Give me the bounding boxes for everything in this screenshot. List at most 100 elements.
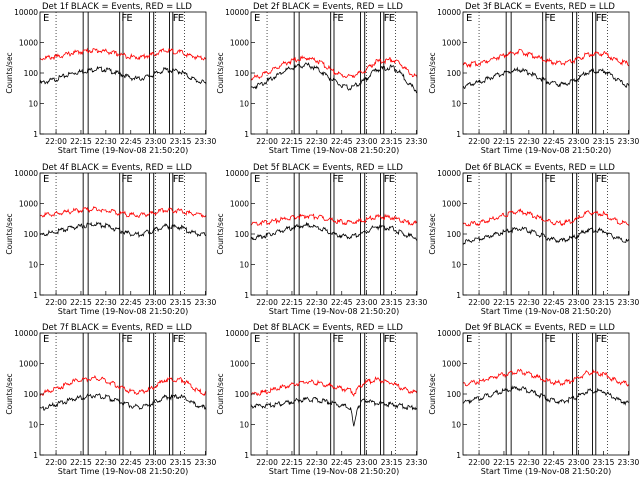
flag-label: E	[126, 174, 132, 185]
y-tick-label: 1000	[230, 200, 249, 209]
x-tick-label: 23:00	[356, 137, 378, 146]
x-tick-label: 23:00	[145, 298, 167, 307]
flag-label: E	[178, 13, 184, 24]
x-tick-label: 23:15	[381, 298, 403, 307]
x-tick-label: 22:45	[120, 458, 142, 467]
flag-label: F	[596, 174, 602, 185]
flag-label: E	[601, 334, 607, 345]
x-tick-label: 22:00	[45, 298, 67, 307]
x-tick-label: 23:15	[381, 458, 403, 467]
panel-title: Det 2f BLACK = Events, RED = LLD	[253, 2, 403, 12]
flag-label: F	[596, 334, 602, 345]
x-axis-label: Start Time (19-Nov-08 21:50:20)	[58, 467, 188, 476]
y-tick-label: 10	[451, 100, 461, 109]
x-tick-label: 23:15	[381, 137, 403, 146]
lld-series-line	[39, 47, 207, 61]
x-axis-label: Start Time (19-Nov-08 21:50:20)	[58, 146, 188, 155]
x-tick-label: 22:00	[256, 137, 278, 146]
panel-title: Det 9f BLACK = Events, RED = LLD	[465, 323, 615, 333]
x-tick-label: 22:30	[518, 458, 540, 467]
lld-series-line	[39, 206, 207, 219]
y-tick-label: 10	[451, 261, 461, 270]
y-tick-label: 1000	[19, 200, 38, 209]
x-tick-label: 22:30	[306, 458, 328, 467]
events-series-line	[39, 392, 207, 411]
lld-series-line	[462, 368, 630, 387]
y-axis-label: Counts/sec	[5, 52, 14, 93]
flag-label: E	[389, 13, 395, 24]
y-axis-label: Counts/sec	[428, 213, 437, 254]
flag-label: E	[549, 13, 555, 24]
y-tick-label: 1	[244, 291, 249, 300]
y-tick-label: 1	[456, 451, 461, 460]
x-tick-label: 23:30	[406, 458, 428, 467]
x-tick-label: 23:15	[593, 137, 615, 146]
y-tick-label: 100	[235, 230, 250, 239]
flag-label: E	[43, 174, 49, 185]
y-tick-label: 100	[24, 69, 39, 78]
x-tick-label: 23:30	[195, 298, 217, 307]
x-tick-label: 23:00	[568, 137, 590, 146]
events-series-line	[39, 221, 207, 239]
flag-label: F	[384, 13, 390, 24]
flag-label: F	[332, 174, 338, 185]
lld-series-line	[250, 54, 418, 82]
flag-label: E	[466, 334, 472, 345]
x-tick-label: 22:00	[468, 137, 490, 146]
flag-label: E	[466, 174, 472, 185]
y-tick-label: 1	[33, 451, 38, 460]
x-tick-label: 22:45	[331, 458, 353, 467]
y-axis-label: Counts/sec	[5, 213, 14, 254]
lld-series-line	[39, 375, 207, 397]
y-tick-label: 10000	[225, 8, 249, 17]
y-tick-label: 100	[447, 390, 462, 399]
panel-title: Det 5f BLACK = Events, RED = LLD	[253, 163, 403, 173]
panel-title: Det 3f BLACK = Events, RED = LLD	[465, 2, 615, 12]
flag-label: E	[601, 174, 607, 185]
y-tick-label: 10	[239, 261, 249, 270]
lld-series-line	[250, 376, 418, 397]
flag-label: F	[173, 174, 179, 185]
y-tick-label: 10000	[437, 8, 461, 17]
flag-label: E	[254, 174, 260, 185]
flag-label: F	[384, 334, 390, 345]
y-tick-label: 10000	[14, 169, 38, 178]
y-tick-label: 10	[451, 421, 461, 430]
events-series-line	[250, 221, 417, 241]
x-tick-label: 23:15	[593, 458, 615, 467]
x-tick-label: 23:15	[170, 458, 192, 467]
x-tick-label: 22:30	[95, 458, 117, 467]
x-tick-label: 22:00	[45, 458, 67, 467]
flag-label: E	[43, 13, 49, 24]
y-tick-label: 100	[235, 69, 250, 78]
x-tick-label: 23:00	[356, 298, 378, 307]
panel-title: Det 6f BLACK = Events, RED = LLD	[465, 163, 615, 173]
flag-label: E	[43, 334, 49, 345]
x-tick-label: 23:30	[195, 458, 217, 467]
flag-label: E	[466, 13, 472, 24]
x-tick-label: 23:15	[170, 298, 192, 307]
events-series-line	[250, 62, 418, 94]
x-tick-label: 22:15	[70, 298, 92, 307]
y-tick-label: 10	[28, 100, 38, 109]
x-axis-label: Start Time (19-Nov-08 21:50:20)	[269, 146, 399, 155]
flag-label: F	[384, 174, 390, 185]
y-tick-label: 100	[24, 230, 39, 239]
flag-label: E	[254, 13, 260, 24]
x-tick-label: 23:30	[406, 298, 428, 307]
x-tick-label: 23:30	[406, 137, 428, 146]
x-tick-label: 22:45	[543, 298, 565, 307]
y-tick-label: 10	[239, 100, 249, 109]
y-tick-label: 1000	[442, 39, 461, 48]
flag-label: E	[337, 13, 343, 24]
y-axis-label: Counts/sec	[216, 52, 225, 93]
x-tick-label: 22:15	[281, 298, 303, 307]
flag-label: F	[173, 13, 179, 24]
lld-series-line	[250, 213, 418, 227]
y-axis-label: Counts/sec	[428, 373, 437, 414]
lld-series-line	[463, 48, 630, 68]
x-tick-label: 23:00	[145, 458, 167, 467]
y-axis-label: Counts/sec	[216, 213, 225, 254]
